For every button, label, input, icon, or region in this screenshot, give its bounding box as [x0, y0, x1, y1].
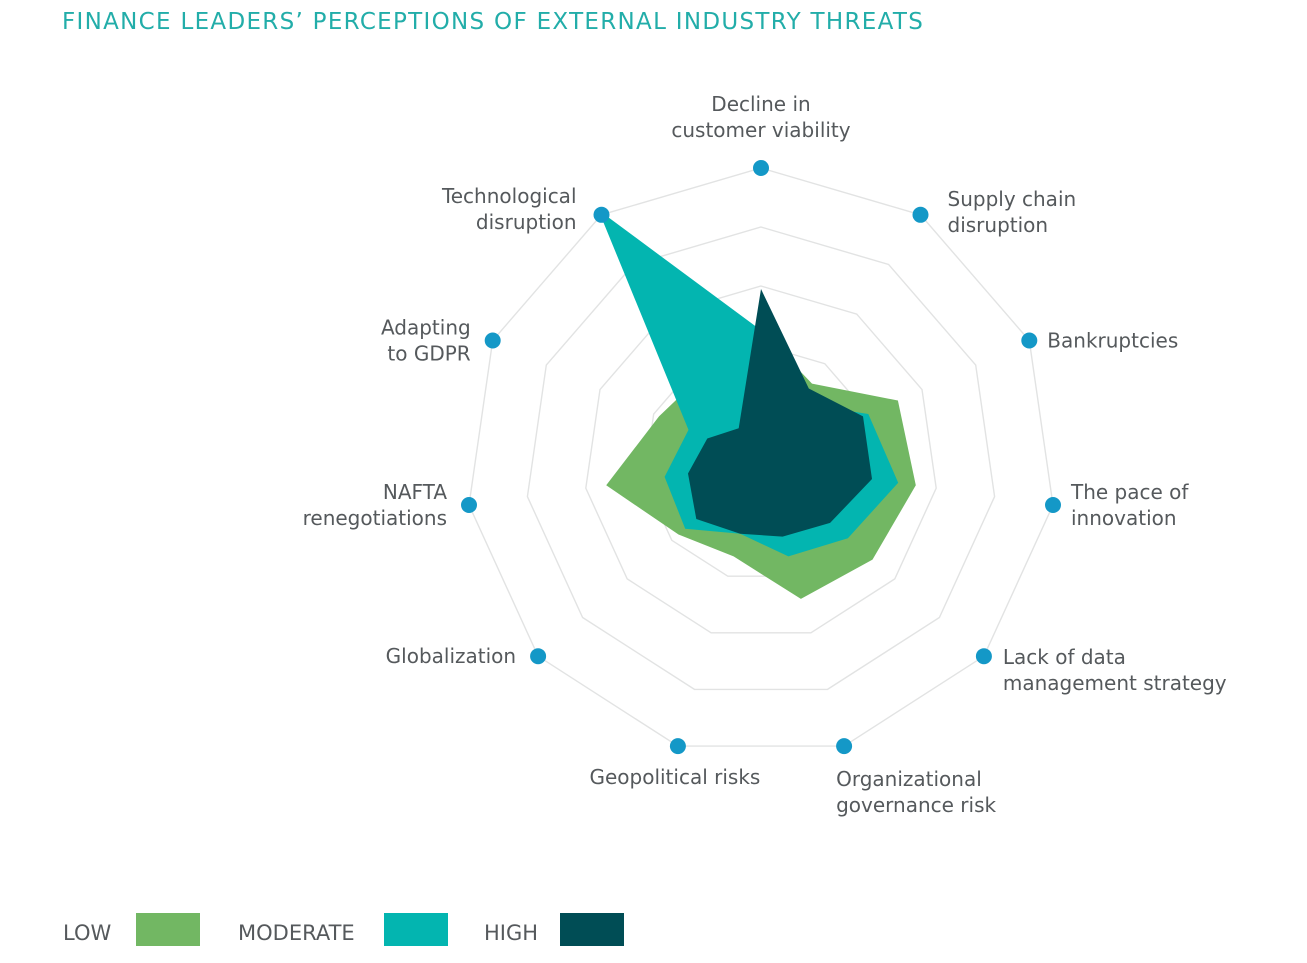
- axis-label-decline-in-customer-viability-line-2: customer viability: [671, 118, 850, 142]
- axis-label-nafta-renegotiations-line-1: NAFTA: [383, 480, 447, 504]
- series-high-area: [688, 289, 872, 537]
- legend-swatch-high: [560, 913, 624, 946]
- axis-marker-geopolitical-risks: [669, 738, 686, 755]
- axis-label-supply-chain-disruption-line-1: Supply chain: [948, 187, 1077, 211]
- axis-marker-nafta-renegotiations: [461, 497, 477, 513]
- legend-label-moderate: MODERATE: [238, 921, 355, 945]
- axis-marker-organizational-governance-risk: [836, 738, 853, 755]
- legend: LOW MODERATE HIGH: [63, 913, 624, 946]
- axis-label-decline-in-customer-viability-line-1: Decline in: [711, 92, 810, 116]
- axis-marker-adapting-to-gdpr: [484, 332, 501, 349]
- axis-marker-the-pace-of-innovation: [1045, 497, 1061, 513]
- grid-ring-5: [468, 167, 1054, 747]
- axis-label-geopolitical-risks: Geopolitical risks: [589, 765, 760, 789]
- axis-markers: [461, 160, 1061, 755]
- axis-label-the-pace-of-innovation-line-2: innovation: [1071, 506, 1177, 530]
- axis-marker-technological-disruption: [593, 206, 610, 223]
- axis-label-supply-chain-disruption-line-2: disruption: [948, 213, 1049, 237]
- axis-label-globalization: Globalization: [386, 644, 516, 668]
- legend-swatch-low: [136, 913, 200, 946]
- grid-ring-3: [585, 285, 937, 634]
- chart-title: FINANCE LEADERS’ PERCEPTIONS OF EXTERNAL…: [62, 9, 925, 35]
- axis-label-the-pace-of-innovation-line-1: The pace of: [1070, 480, 1189, 504]
- axis-marker-lack-of-data-management-strategy: [975, 648, 992, 665]
- axis-label-lack-of-data-management-strategy-line-2: management strategy: [1003, 671, 1227, 695]
- axis-label-bankruptcies: Bankruptcies: [1047, 329, 1178, 353]
- grid-ring-4: [526, 226, 996, 691]
- axis-label-lack-of-data-management-strategy-line-1: Lack of data: [1003, 645, 1126, 669]
- legend-label-high: HIGH: [484, 921, 538, 945]
- axis-marker-decline-in-customer-viability: [753, 160, 769, 176]
- legend-label-low: LOW: [63, 921, 111, 945]
- radar-series: [598, 209, 916, 599]
- axis-marker-supply-chain-disruption: [912, 206, 929, 223]
- axis-marker-bankruptcies: [1021, 332, 1038, 349]
- axis-label-technological-disruption-line-2: disruption: [476, 210, 577, 234]
- axis-label-adapting-to-gdpr-line-1: Adapting: [381, 316, 471, 340]
- axis-label-adapting-to-gdpr-line-2: to GDPR: [387, 342, 470, 366]
- axis-label-organizational-governance-risk-line-2: governance risk: [836, 793, 996, 817]
- axis-label-technological-disruption-line-1: Technological: [441, 184, 577, 208]
- axis-marker-globalization: [530, 648, 547, 665]
- axis-label-organizational-governance-risk-line-1: Organizational: [836, 767, 982, 791]
- axis-label-nafta-renegotiations-line-2: renegotiations: [303, 506, 447, 530]
- legend-swatch-moderate: [384, 913, 448, 946]
